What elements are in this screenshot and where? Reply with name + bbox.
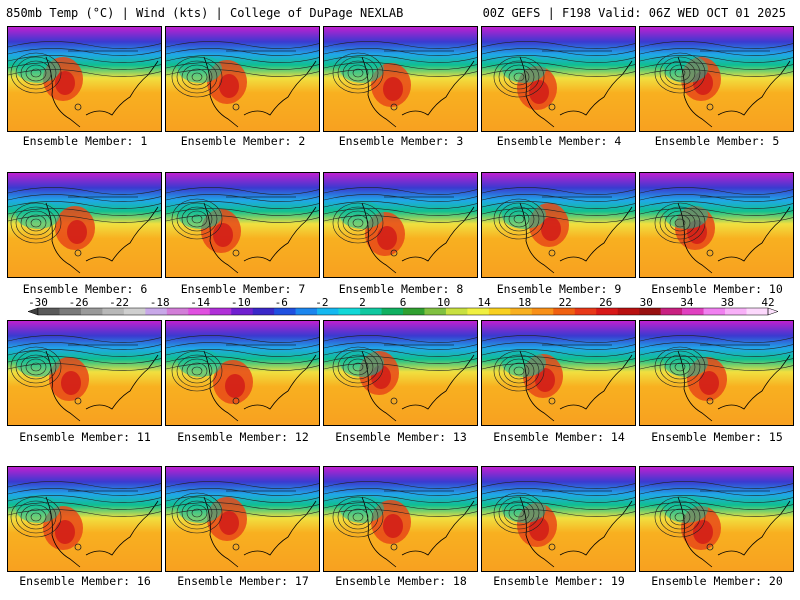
ensemble-panel — [165, 172, 320, 278]
colorbar-tick-label: 18 — [518, 296, 531, 309]
colorbar-tick-label: 42 — [761, 296, 774, 309]
colorbar-tick-label: -6 — [275, 296, 288, 309]
colorbar-swatch — [488, 308, 511, 315]
ensemble-member-label: Ensemble Member: 16 — [19, 574, 151, 588]
colorbar-swatch — [639, 308, 661, 315]
colorbar-swatch — [445, 308, 468, 315]
colorbar-tick-label: 6 — [400, 296, 407, 309]
colorbar-tick-label: 22 — [559, 296, 572, 309]
colorbar-swatch — [188, 308, 211, 315]
colorbar-tick-label: 38 — [721, 296, 734, 309]
colorbar-swatch — [660, 308, 683, 315]
ensemble-panel — [481, 172, 636, 278]
colorbar-tick-label: -10 — [231, 296, 251, 309]
colorbar-swatch — [403, 308, 425, 315]
colorbar-swatch — [338, 308, 361, 315]
ensemble-member-label: Ensemble Member: 8 — [338, 282, 464, 296]
colorbar-swatch — [166, 308, 189, 315]
ensemble-member-label: Ensemble Member: 18 — [335, 574, 467, 588]
ensemble-panel — [481, 26, 636, 132]
colorbar-swatch — [531, 308, 554, 315]
ensemble-panel — [639, 172, 794, 278]
ensemble-member-label: Ensemble Member: 2 — [180, 134, 306, 148]
ensemble-member-label: Ensemble Member: 7 — [180, 282, 306, 296]
colorbar-swatch — [703, 308, 726, 315]
colorbar-tick-label: -2 — [315, 296, 328, 309]
ensemble-panel — [165, 26, 320, 132]
colorbar-tick-label: -26 — [69, 296, 89, 309]
colorbar-swatch — [274, 308, 296, 315]
ensemble-panel — [165, 320, 320, 426]
ensemble-member-label: Ensemble Member: 9 — [496, 282, 622, 296]
colorbar-swatch — [617, 308, 640, 315]
valid-time: 00Z GEFS | F198 Valid: 06Z WED OCT 01 20… — [482, 6, 786, 20]
ensemble-panel — [639, 466, 794, 572]
colorbar-swatch — [682, 308, 704, 315]
colorbar-swatch — [381, 308, 404, 315]
ensemble-member-label: Ensemble Member: 1 — [22, 134, 148, 148]
ensemble-member-label: Ensemble Member: 13 — [335, 430, 467, 444]
ensemble-panel — [639, 320, 794, 426]
ensemble-member-label: Ensemble Member: 11 — [19, 430, 151, 444]
colorbar-min-arrow — [27, 307, 39, 316]
ensemble-panel — [323, 172, 478, 278]
ensemble-member-label: Ensemble Member: 15 — [651, 430, 783, 444]
temperature-colorbar: -30 -26 -22 -18 -14 -10 -6 -2 2 6 10 14 18 22 26 30 34 38… — [27, 296, 779, 316]
ensemble-member-label: Ensemble Member: 14 — [493, 430, 625, 444]
ensemble-member-label: Ensemble Member: 17 — [177, 574, 309, 588]
colorbar-swatch — [424, 308, 447, 315]
colorbar-tick-label: -18 — [150, 296, 170, 309]
ensemble-panel — [7, 320, 162, 426]
colorbar-swatch — [209, 308, 232, 315]
colorbar-swatch — [725, 308, 747, 315]
ensemble-member-label: Ensemble Member: 20 — [651, 574, 783, 588]
ensemble-member-label: Ensemble Member: 5 — [654, 134, 780, 148]
colorbar-swatch — [596, 308, 619, 315]
ensemble-member-label: Ensemble Member: 3 — [338, 134, 464, 148]
colorbar-swatch — [252, 308, 275, 315]
ensemble-member-label: Ensemble Member: 10 — [651, 282, 783, 296]
colorbar-tick-label: 26 — [599, 296, 612, 309]
ensemble-panel — [481, 320, 636, 426]
ensemble-panel — [323, 466, 478, 572]
colorbar-tick-label: 30 — [640, 296, 653, 309]
ensemble-member-label: Ensemble Member: 4 — [496, 134, 622, 148]
ensemble-panel — [7, 172, 162, 278]
header: 850mb Temp (°C) | Wind (kts) | College o… — [0, 0, 800, 22]
colorbar-swatch — [510, 308, 533, 315]
colorbar-tick-label: 34 — [680, 296, 694, 309]
ensemble-panel — [7, 466, 162, 572]
ensemble-member-label: Ensemble Member: 19 — [493, 574, 625, 588]
ensemble-member-label: Ensemble Member: 12 — [177, 430, 309, 444]
colorbar-swatch — [231, 308, 254, 315]
ensemble-panel — [639, 26, 794, 132]
colorbar-max-arrow — [767, 307, 779, 316]
colorbar-swatch — [360, 308, 382, 315]
ensemble-member-label: Ensemble Member: 6 — [22, 282, 148, 296]
colorbar-swatch — [295, 308, 318, 315]
colorbar-swatch — [102, 308, 125, 315]
colorbar-swatch — [80, 308, 103, 315]
colorbar-swatch — [574, 308, 597, 315]
colorbar-swatch — [746, 308, 769, 315]
colorbar-swatch — [38, 308, 60, 315]
colorbar-tick-label: 14 — [477, 296, 491, 309]
colorbar-swatch — [553, 308, 576, 315]
colorbar-tick-label: -14 — [190, 296, 210, 309]
colorbar-swatch — [145, 308, 168, 315]
colorbar-swatch — [59, 308, 82, 315]
colorbar-tick-label: 2 — [359, 296, 366, 309]
product-title: 850mb Temp (°C) | Wind (kts) | College o… — [6, 6, 404, 20]
colorbar-swatch — [467, 308, 490, 315]
colorbar-swatch — [317, 308, 339, 315]
ensemble-panel — [323, 320, 478, 426]
colorbar-tick-label: -30 — [28, 296, 48, 309]
ensemble-panel — [165, 466, 320, 572]
colorbar-swatch — [123, 308, 146, 315]
colorbar-tick-label: 10 — [437, 296, 450, 309]
ensemble-panel — [481, 466, 636, 572]
ensemble-panel — [323, 26, 478, 132]
ensemble-panel — [7, 26, 162, 132]
colorbar-tick-label: -22 — [109, 296, 129, 309]
